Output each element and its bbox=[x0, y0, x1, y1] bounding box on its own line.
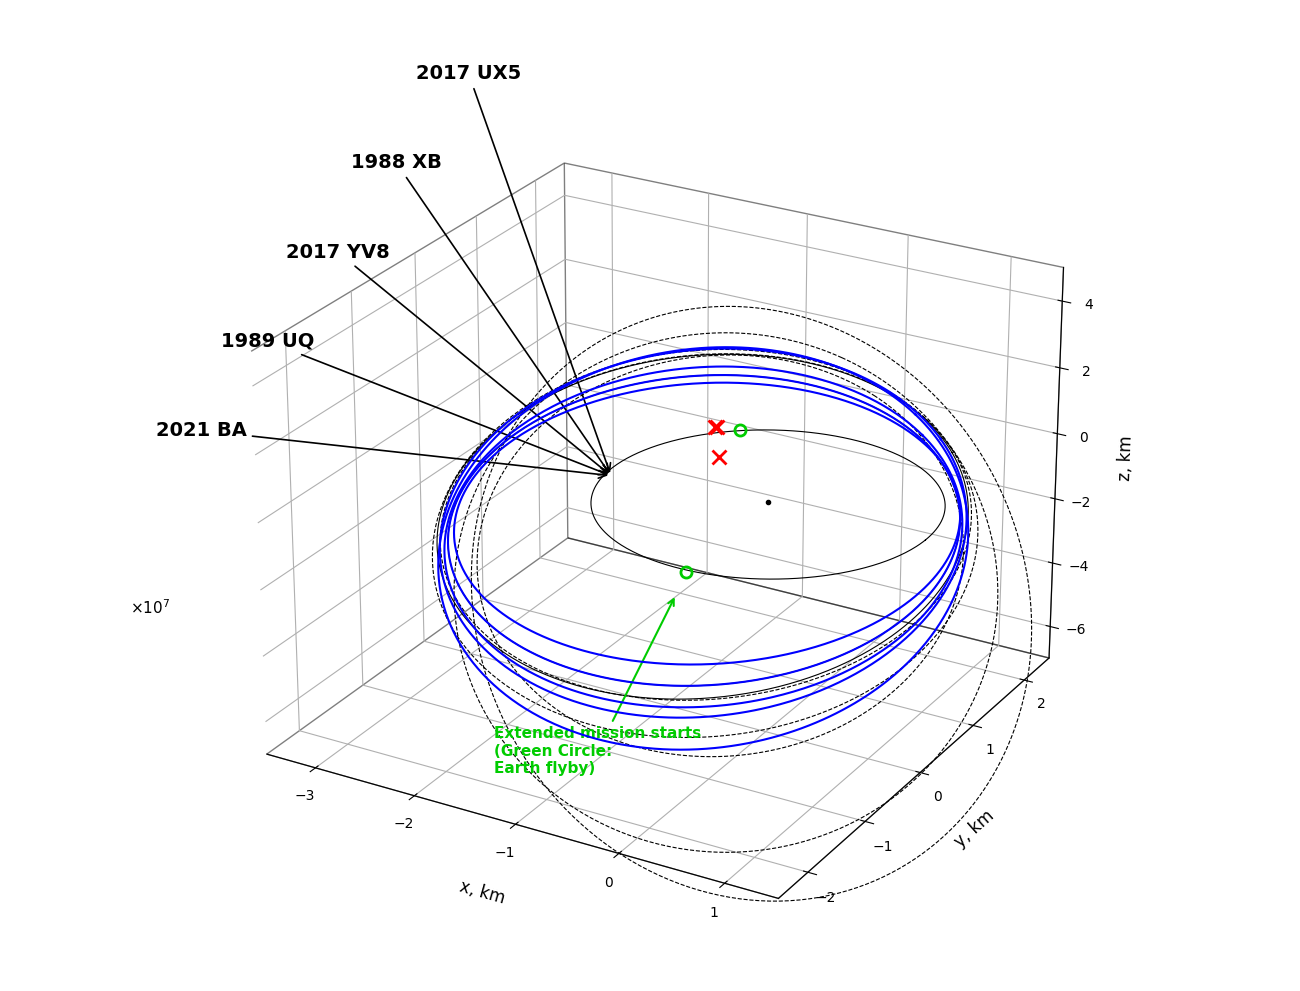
Text: Extended mission starts
(Green Circle:
Earth flyby): Extended mission starts (Green Circle: E… bbox=[494, 600, 701, 776]
X-axis label: x, km: x, km bbox=[458, 878, 507, 908]
Text: $\times 10^7$: $\times 10^7$ bbox=[130, 599, 170, 617]
Text: 2021 BA: 2021 BA bbox=[156, 421, 606, 479]
Text: 2017 UX5: 2017 UX5 bbox=[416, 64, 611, 472]
Text: 1988 XB: 1988 XB bbox=[351, 154, 608, 472]
Text: 1989 UQ: 1989 UQ bbox=[221, 332, 607, 475]
Text: 2017 YV8: 2017 YV8 bbox=[286, 243, 607, 473]
Y-axis label: y, km: y, km bbox=[952, 807, 998, 850]
